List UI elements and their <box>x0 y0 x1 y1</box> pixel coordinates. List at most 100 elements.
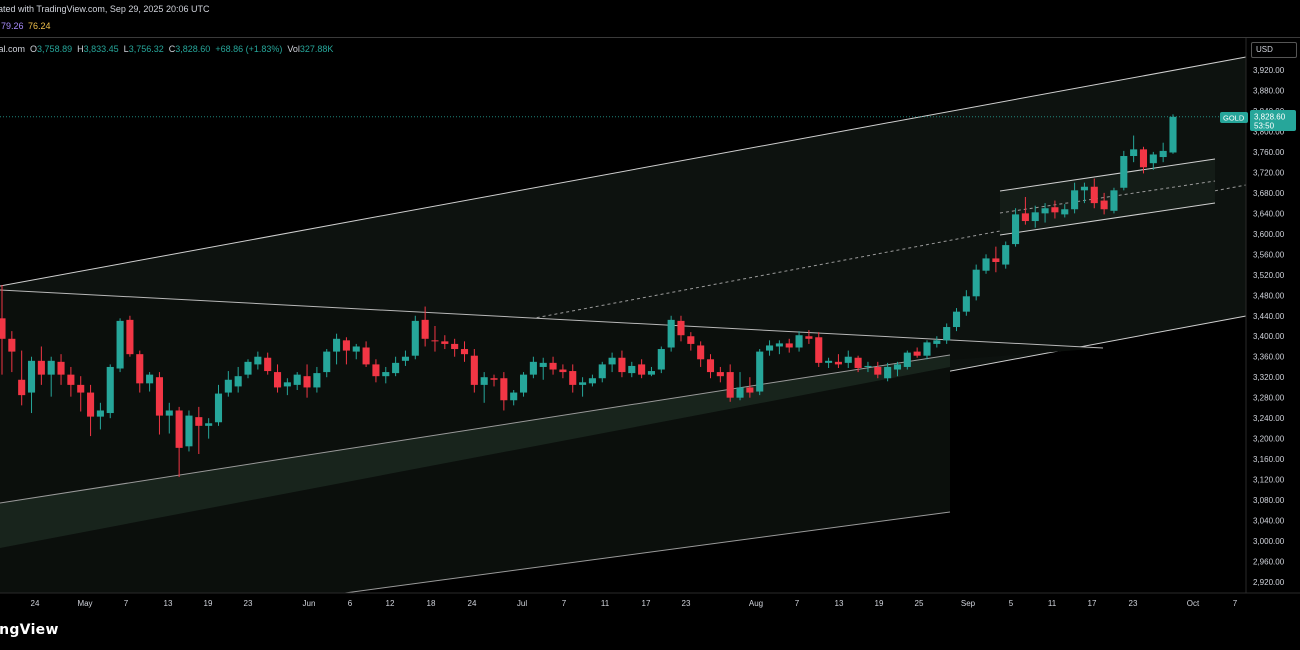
candle-body <box>805 336 813 339</box>
main-channel-lower-line <box>0 315 1247 549</box>
price-axis-label: 3,800.00 <box>1253 127 1285 136</box>
price-axis-label: 3,040.00 <box>1253 517 1285 526</box>
candle-body <box>815 337 823 363</box>
price-axis-label: 3,640.00 <box>1253 209 1285 218</box>
candle-body <box>195 417 203 426</box>
candle-body <box>421 319 429 339</box>
candle-body <box>293 374 301 385</box>
candle-body <box>441 341 449 344</box>
open-value: 3,758.89 <box>37 44 73 54</box>
candle-body <box>87 392 95 417</box>
candle-body <box>175 410 183 448</box>
time-axis-label: 24 <box>31 599 40 608</box>
candle-body <box>362 347 370 365</box>
candle-body <box>903 352 911 367</box>
close-label: C <box>168 44 176 54</box>
candle-body <box>470 355 478 385</box>
price-axis-label: 3,600.00 <box>1253 230 1285 239</box>
time-axis-label: 13 <box>164 599 173 608</box>
candle-body <box>382 372 390 377</box>
candle-body <box>214 393 223 423</box>
ohlc-legend: ital.com O3,758.89 H3,833.45 L3,756.32 C… <box>0 43 333 55</box>
candle-body <box>1169 116 1177 153</box>
candle-body <box>598 364 606 379</box>
price-tag: GOLD 3,828.60 53:50 <box>1220 110 1296 131</box>
candle-body <box>372 364 380 377</box>
time-axis-label: 18 <box>427 599 436 608</box>
time-axis-label: May <box>77 599 92 608</box>
candle-body <box>952 311 961 328</box>
time-axis-label: 7 <box>562 599 567 608</box>
candle-body <box>8 338 16 352</box>
pane-separator <box>0 37 1300 38</box>
candle-body <box>579 382 587 385</box>
candle-body <box>27 360 36 393</box>
volume-value: 327.88K <box>299 44 334 54</box>
price-axis-label: 3,240.00 <box>1253 414 1285 423</box>
candle-body <box>638 364 646 375</box>
candle-body <box>569 371 577 385</box>
candle-body <box>943 327 951 341</box>
candle-body <box>1080 186 1088 191</box>
short-channel-fill <box>1000 159 1215 235</box>
candle-body <box>126 319 134 355</box>
candle-body <box>37 360 45 375</box>
candle-body <box>313 373 321 388</box>
candle-body <box>618 357 626 373</box>
candle-body <box>155 377 163 416</box>
candle-body <box>510 392 518 401</box>
time-axis-label: 17 <box>642 599 651 608</box>
candle-body <box>460 349 469 355</box>
candle-body <box>185 415 193 447</box>
candle-body <box>687 336 695 344</box>
candle-body <box>1120 156 1128 188</box>
candlestick-series <box>0 114 1177 478</box>
lower-parallel-line <box>344 511 951 594</box>
candle-body <box>303 376 311 388</box>
created-text: ated with TradingView.com, Sep 29, 2025 … <box>0 4 210 14</box>
candle-body <box>962 296 970 312</box>
main-channel-median-line <box>0 184 1247 419</box>
candle-body <box>667 319 675 348</box>
low-label: L <box>123 44 129 54</box>
candle-body <box>628 365 636 374</box>
candle-body <box>244 361 252 375</box>
drawing-objects <box>0 56 1247 594</box>
price-axis-label: 3,480.00 <box>1253 291 1285 300</box>
short-channel-median-line <box>999 180 1216 214</box>
candle-body <box>1012 214 1020 245</box>
indicator-value-1: 79.26 <box>1 21 24 31</box>
candle-body <box>431 340 439 342</box>
candle-body <box>490 378 498 380</box>
tradingview-logo: ingView <box>0 622 59 638</box>
candle-body <box>726 372 734 398</box>
volume-label: Vol <box>287 44 300 54</box>
price-axis-label: 3,320.00 <box>1253 373 1285 382</box>
price-axis-label: 2,960.00 <box>1253 558 1285 567</box>
candle-body <box>706 359 715 373</box>
candle-body <box>96 410 104 417</box>
descending-trendline <box>0 289 1104 349</box>
candle-body <box>775 343 783 347</box>
candle-body <box>1159 150 1167 158</box>
gold-label: GOLD <box>1223 114 1245 123</box>
main-channel-upper-line <box>0 56 1247 287</box>
candle-body <box>224 379 232 393</box>
currency-button[interactable]: USD <box>1251 42 1297 58</box>
price-axis[interactable]: 3,920.00 3,880.00 3,840.00 3,800.00 3,760.00… <box>1253 66 1285 587</box>
candle-body <box>608 357 616 365</box>
price-axis-label: 3,680.00 <box>1253 189 1285 198</box>
candle-body <box>529 361 537 375</box>
price-axis-label: 3,200.00 <box>1253 435 1285 444</box>
candle-body <box>1149 154 1157 164</box>
candle-body <box>982 258 990 271</box>
time-axis[interactable]: 24 May 7 13 19 23 Jun 6 12 18 24 Jul 7 11 17 23 Aug 7 13 19… <box>31 599 1238 608</box>
main-channel-fill <box>0 57 1246 548</box>
candle-body <box>854 357 862 368</box>
candle-body <box>254 356 262 365</box>
price-axis-label: 3,080.00 <box>1253 496 1285 505</box>
short-channel-upper-line <box>999 158 1216 192</box>
candle-body <box>657 349 665 370</box>
time-axis-label: Aug <box>749 599 763 608</box>
